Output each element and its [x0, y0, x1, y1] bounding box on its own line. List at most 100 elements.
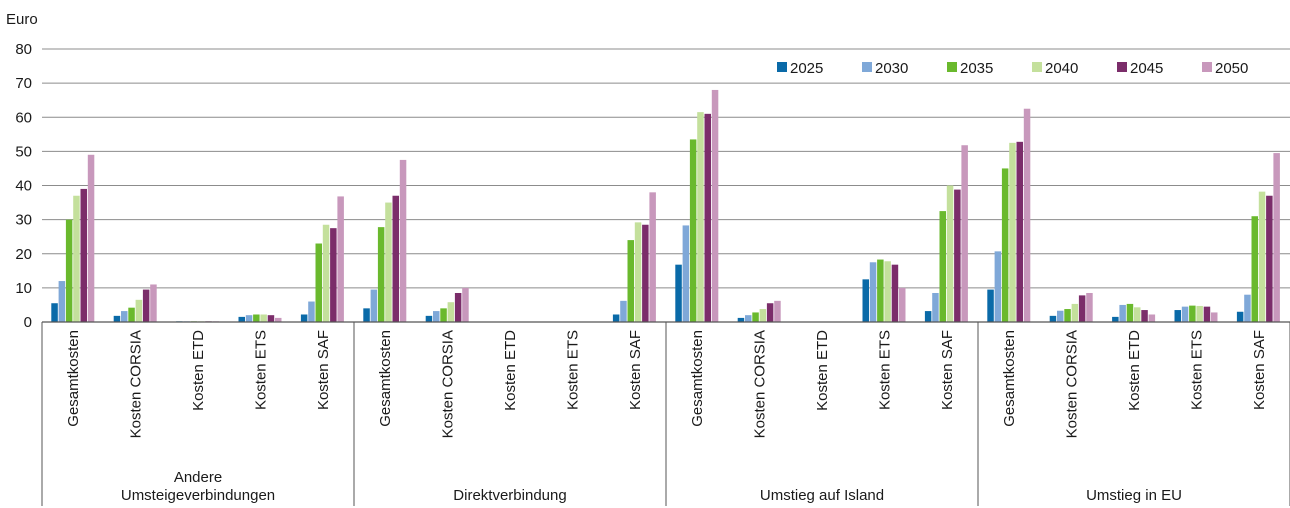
y-axis-ticks: 0 10 20 30 40 50 60 70 80	[15, 41, 32, 331]
y-tick-label: 20	[15, 246, 32, 263]
group-label: Umstieg in EU	[1086, 487, 1182, 504]
bar-2040	[759, 309, 767, 322]
group-label: Direktverbindung	[453, 487, 566, 504]
bar-2030	[932, 292, 939, 322]
category-label: Gesamtkosten	[65, 330, 82, 427]
group-label: Umsteigeverbindungen	[121, 487, 275, 504]
bar-2035	[877, 259, 884, 322]
bar-2045	[1203, 306, 1211, 322]
bar-2025	[1236, 311, 1244, 322]
bar-2030	[869, 262, 877, 322]
bar-2035	[253, 314, 260, 322]
y-tick-label: 30	[15, 212, 32, 229]
bar-2045	[80, 188, 87, 322]
legend-swatch-2025	[777, 62, 787, 72]
bar-2045	[954, 189, 961, 322]
category-label: Kosten ETS	[252, 330, 269, 410]
bar-2025	[987, 289, 994, 322]
group-label: Andere	[174, 469, 222, 486]
category-label: Kosten ETS	[876, 330, 893, 410]
bar-2030	[121, 311, 128, 322]
y-tick-label: 0	[24, 314, 32, 331]
bar-2045	[642, 224, 649, 322]
bar-2030	[1244, 294, 1251, 322]
category-label: Kosten ETS	[564, 330, 581, 410]
bar-2045	[1016, 141, 1023, 322]
bar-2040	[1196, 305, 1203, 322]
legend-swatch-2050	[1202, 62, 1212, 72]
bar-2040	[884, 261, 891, 322]
bar-2035	[315, 243, 322, 322]
bar-2025	[612, 314, 620, 322]
y-tick-label: 70	[15, 75, 32, 92]
category-label: Gesamtkosten	[377, 330, 394, 427]
bar-2045	[392, 195, 399, 322]
legend-label: 2030	[875, 60, 908, 77]
bar-2035	[689, 139, 697, 322]
bar-2025	[924, 311, 932, 322]
gridlines	[42, 48, 1290, 289]
category-label: Kosten ETS	[1188, 330, 1205, 410]
bar-2040	[322, 224, 330, 322]
bar-2025	[1174, 310, 1181, 322]
group-label: Umstieg auf Island	[760, 487, 884, 504]
bar-2030	[370, 289, 378, 322]
bar-2050	[399, 159, 407, 322]
y-tick-label: 60	[15, 109, 32, 126]
bar-2030	[245, 315, 253, 322]
bar-2050	[774, 300, 781, 322]
bar-2050	[87, 154, 95, 322]
legend-label: 2035	[960, 60, 993, 77]
bar-2040	[1134, 307, 1141, 322]
y-tick-label: 40	[15, 178, 32, 195]
bar-2035	[1126, 303, 1134, 322]
bar-2040	[260, 314, 267, 322]
bar-2040	[1258, 191, 1266, 322]
legend-label: 2045	[1130, 60, 1163, 77]
bar-2030	[58, 281, 66, 322]
bar-2045	[142, 289, 150, 322]
legend-swatch-2030	[862, 62, 872, 72]
bar-2025	[1112, 316, 1119, 322]
bar-2025	[238, 316, 245, 322]
y-tick-label: 10	[15, 280, 32, 297]
bar-2035	[65, 219, 73, 322]
bar-2025	[363, 308, 370, 322]
bar-2045	[766, 303, 774, 322]
bar-2035	[1189, 305, 1196, 322]
bar-2040	[73, 195, 80, 322]
bar-2030	[1181, 306, 1189, 322]
bar-2050	[961, 145, 968, 322]
bar-2050	[337, 196, 344, 322]
bar-2025	[113, 315, 121, 322]
bar-2035	[939, 211, 946, 322]
bar-2035	[377, 227, 385, 322]
bar-2025	[51, 303, 58, 322]
y-axis-label: Euro	[6, 11, 38, 28]
bar-2040	[385, 202, 392, 322]
bar-2050	[1273, 153, 1280, 322]
category-labels: Gesamtkosten Kosten CORSIA Kosten ETD Koste…	[65, 330, 1268, 439]
bar-2025	[675, 264, 682, 322]
bar-2030	[994, 251, 1002, 322]
category-label: Gesamtkosten	[1001, 330, 1018, 427]
category-label: Kosten SAF	[315, 330, 332, 410]
bar-2040	[946, 185, 954, 322]
bar-2030	[1057, 310, 1064, 322]
legend-label: 2025	[790, 60, 823, 77]
bar-2045	[330, 228, 337, 322]
category-label: Kosten SAF	[939, 330, 956, 410]
bar-2050	[711, 89, 719, 322]
bar-2045	[891, 264, 899, 322]
bar-2025	[300, 314, 308, 322]
bar-2035	[128, 307, 135, 322]
bar-2035	[440, 308, 447, 322]
bar-2040	[135, 299, 143, 322]
legend-label: 2040	[1045, 60, 1078, 77]
bar-2050	[1086, 292, 1093, 322]
bar-2050	[150, 284, 157, 322]
bar-2035	[752, 312, 759, 322]
bar-2050	[1023, 108, 1031, 322]
bar-2045	[267, 315, 275, 322]
